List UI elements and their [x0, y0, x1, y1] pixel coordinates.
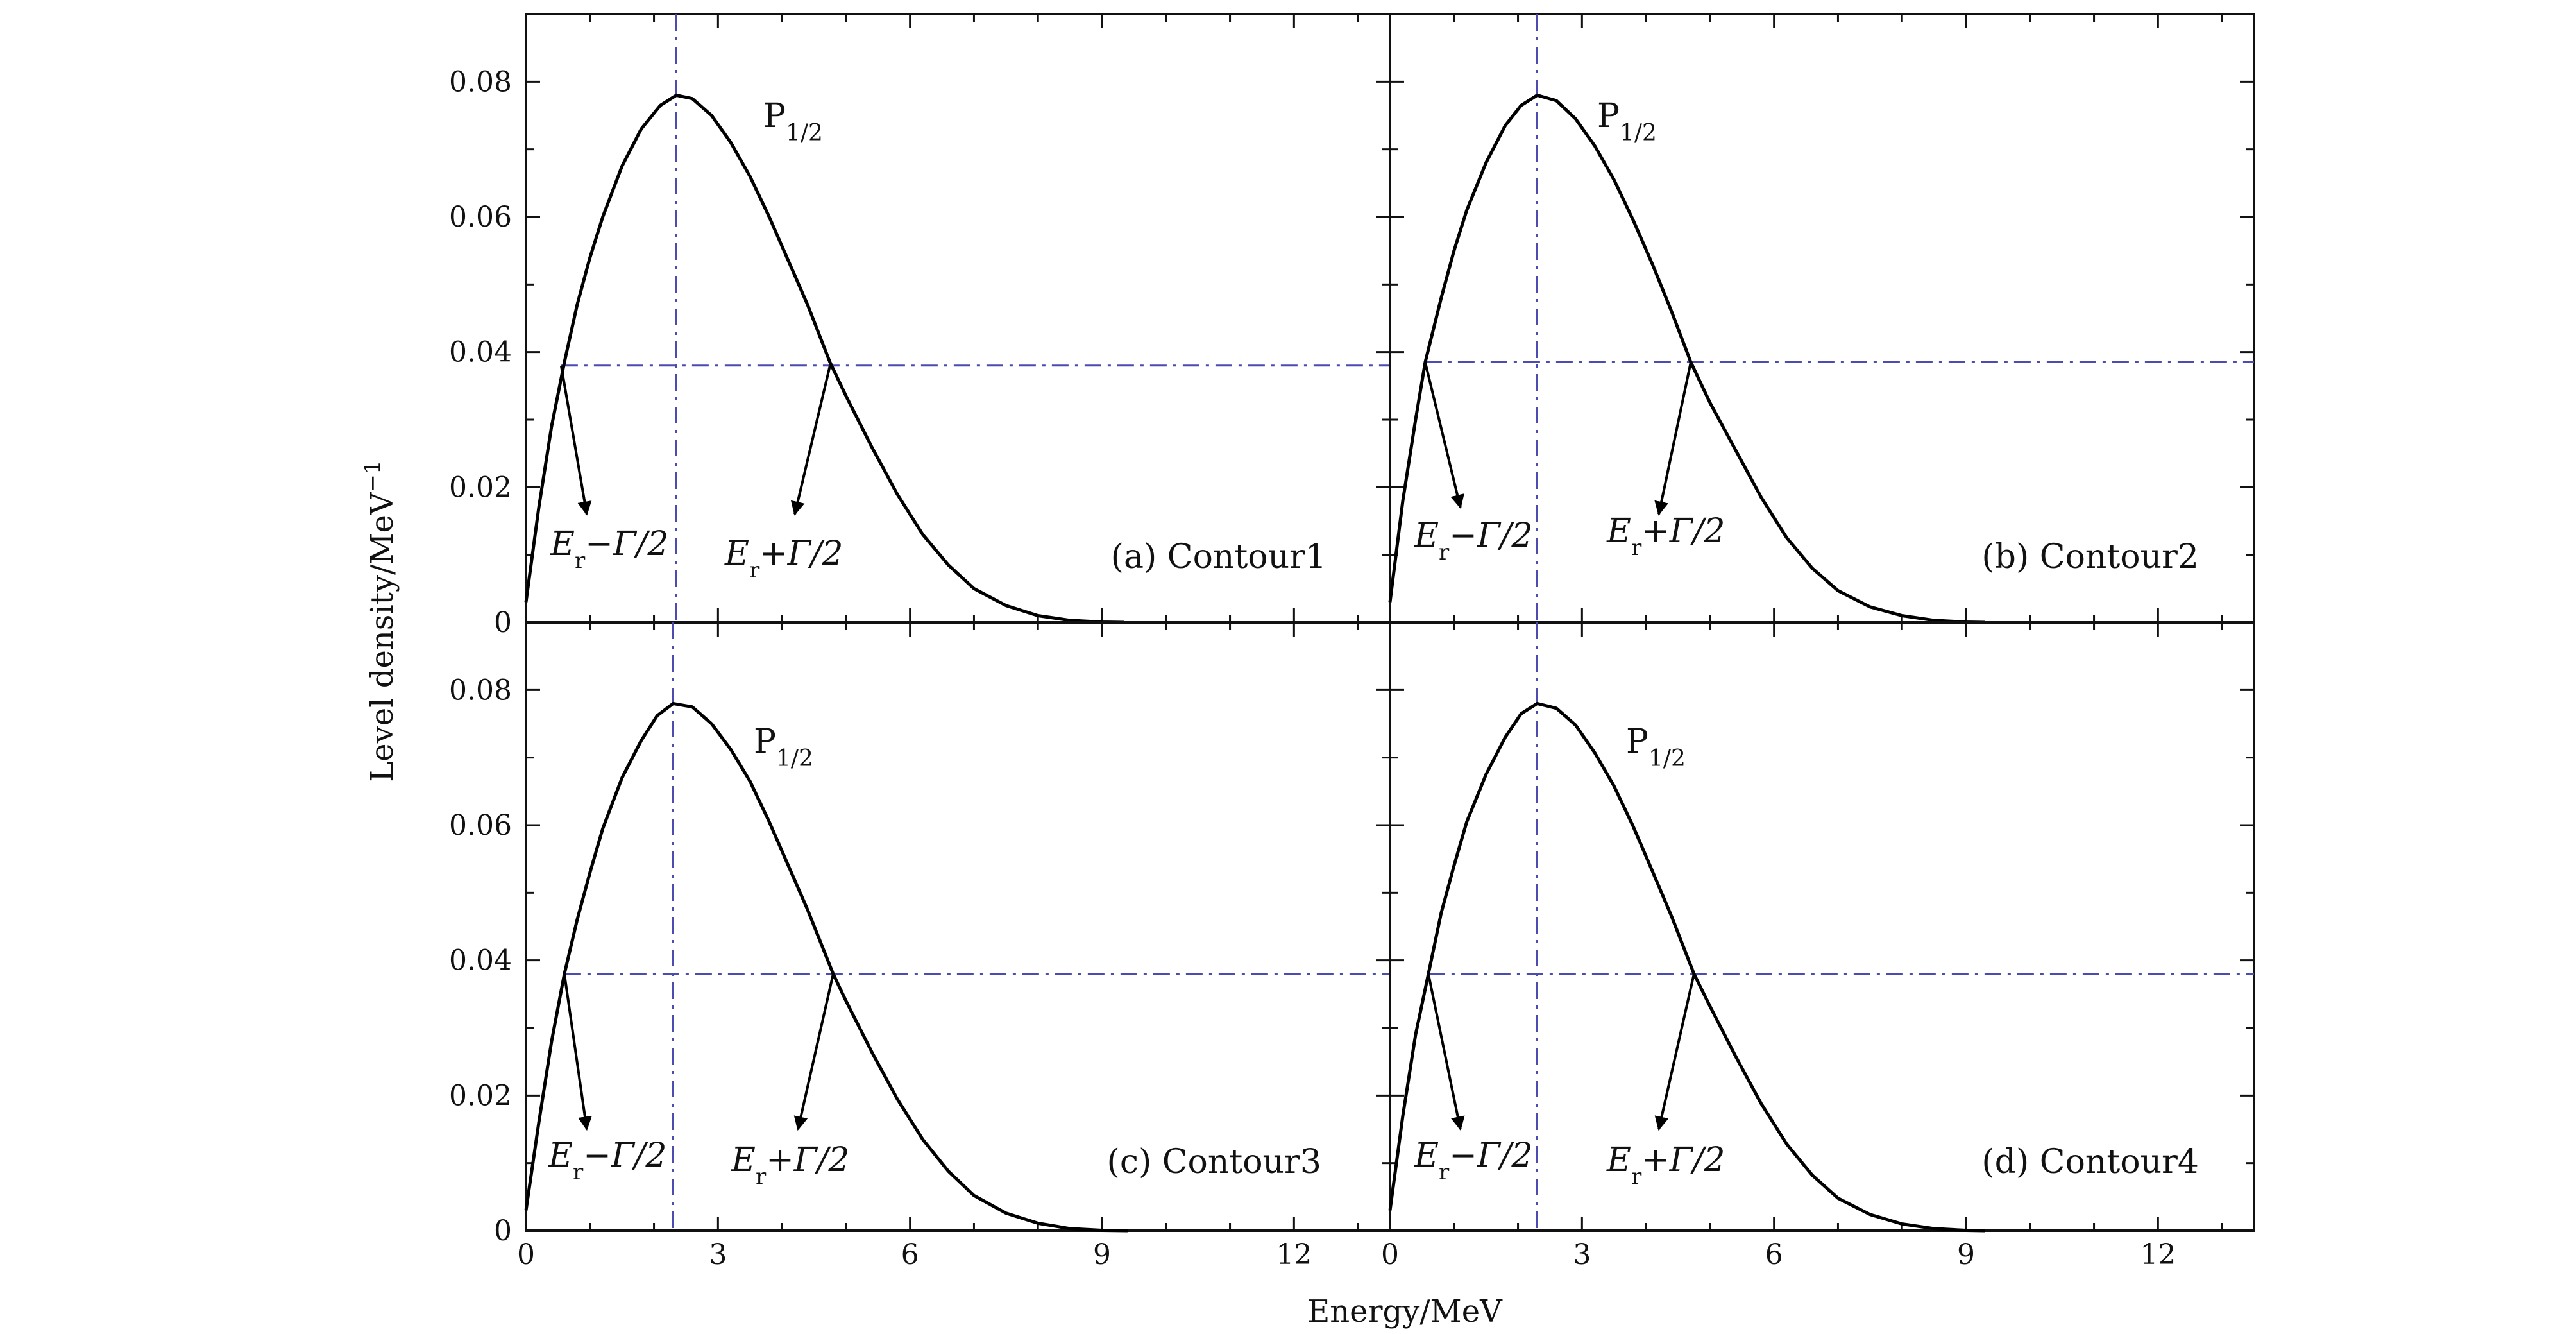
left-half-width-label-rest: −Γ/2	[1449, 517, 1532, 555]
x-tick-label: 0	[1381, 1238, 1399, 1271]
left-half-width-label-rest: −Γ/2	[1449, 1136, 1532, 1175]
right-half-width-label-e: E	[1606, 512, 1631, 551]
x-tick-label: 0	[517, 1238, 535, 1271]
right-half-width-label-rest: +Γ/2	[766, 1141, 849, 1179]
right-half-width-label-sub: r	[756, 1164, 767, 1190]
right-half-width-label-e: E	[731, 1141, 756, 1179]
x-tick-label: 6	[1765, 1238, 1783, 1271]
left-half-width-label-sub: r	[1439, 1159, 1450, 1185]
y-axis-label-base: Level density/MeV	[364, 492, 400, 782]
y-tick-label: 0.06	[449, 201, 512, 234]
x-tick-label: 9	[1957, 1238, 1975, 1271]
left-half-width-label-rest: −Γ/2	[585, 525, 668, 563]
left-half-width-label: Er−Γ/2	[1414, 517, 1533, 565]
y-tick-label: 0.02	[449, 1079, 512, 1112]
left-half-arrow	[1427, 973, 1465, 1131]
x-tick-label: 3	[709, 1238, 727, 1271]
right-half-arrow	[790, 365, 831, 516]
left-half-arrow	[1423, 361, 1464, 509]
peak-label-main: P	[754, 723, 776, 761]
peak-label-sub: 1/2	[1620, 120, 1657, 146]
level-density-curve	[1388, 93, 1985, 624]
y-axis-label-exponent: −1	[360, 460, 386, 492]
left-half-width-label-rest: −Γ/2	[583, 1136, 666, 1175]
left-half-width-label: Er−Γ/2	[550, 525, 669, 574]
right-half-width-label: Er+Γ/2	[1606, 1141, 1725, 1190]
right-half-arrow	[1654, 973, 1695, 1131]
y-tick-label: 0.08	[449, 65, 512, 98]
right-half-width-label-e: E	[724, 534, 749, 573]
right-half-width-label-sub: r	[1631, 535, 1642, 561]
right-half-width-label: Er+Γ/2	[724, 534, 843, 583]
right-half-width-label: Er+Γ/2	[731, 1141, 850, 1190]
y-tick-label: 0.08	[449, 674, 512, 706]
peak-label: P1/2	[763, 97, 823, 146]
y-axis-label: Level density/MeV−1	[360, 460, 400, 782]
left-half-width-label-e: E	[1414, 517, 1439, 555]
panel-c: 0 3 6 9 12 0 0.02 0.04 0.06 0.08 P1/2 (c) Contour3 E…	[449, 621, 1391, 1271]
right-half-width-label: Er+Γ/2	[1606, 512, 1725, 561]
right-half-width-label-rest: +Γ/2	[1641, 512, 1725, 551]
x-tick-label: 9	[1093, 1238, 1111, 1271]
y-tick-label: 0.02	[449, 471, 512, 504]
right-half-width-label-e: E	[1606, 1141, 1631, 1179]
peak-label-main: P	[1626, 723, 1648, 761]
x-tick-label: 12	[1276, 1238, 1312, 1271]
level-density-curve	[524, 701, 1128, 1233]
left-half-width-label-e: E	[550, 525, 575, 563]
level-density-curve	[524, 93, 1124, 624]
left-half-width-label-sub: r	[573, 1159, 584, 1185]
peak-label-sub: 1/2	[786, 120, 823, 146]
x-tick-label: 3	[1573, 1238, 1591, 1271]
plot-frame	[1389, 621, 2255, 1232]
peak-label-main: P	[1597, 97, 1620, 135]
panel-label: (c) Contour3	[1107, 1143, 1321, 1181]
left-half-width-label-e: E	[548, 1136, 573, 1175]
peak-label: P1/2	[754, 723, 813, 772]
right-half-width-label-rest: +Γ/2	[1641, 1141, 1725, 1179]
y-tick-label: 0.06	[449, 809, 512, 842]
y-tick-label: 0.04	[449, 945, 512, 977]
right-half-width-label-sub: r	[749, 558, 760, 583]
peak-label-sub: 1/2	[1648, 746, 1686, 772]
peak-label-sub: 1/2	[776, 746, 813, 772]
x-tick-label: 12	[2140, 1238, 2176, 1271]
x-axis-label: Energy/MeV	[1307, 1294, 1503, 1330]
right-half-arrow	[793, 973, 835, 1131]
right-half-arrow	[1654, 362, 1692, 516]
right-half-width-label-rest: +Γ/2	[759, 534, 843, 573]
peak-label: P1/2	[1626, 723, 1686, 772]
panel-label: (b) Contour2	[1981, 538, 2199, 576]
left-half-width-label-sub: r	[1439, 540, 1450, 565]
left-half-arrow	[559, 365, 592, 516]
panel-label: (d) Contour4	[1981, 1143, 2199, 1181]
y-tick-label: 0.04	[449, 336, 512, 369]
x-tick-label: 6	[901, 1238, 919, 1271]
left-half-width-label-sub: r	[575, 548, 586, 574]
left-half-width-label-e: E	[1414, 1136, 1439, 1175]
left-half-arrow	[563, 973, 592, 1131]
y-tick-label: 0	[494, 1215, 512, 1247]
panel-label: (a) Contour1	[1111, 538, 1326, 576]
y-tick-label: 0	[494, 606, 512, 639]
peak-label: P1/2	[1597, 97, 1657, 146]
left-half-width-label: Er−Γ/2	[1414, 1136, 1533, 1185]
right-half-width-label-sub: r	[1631, 1164, 1642, 1190]
level-density-curve	[1388, 701, 1985, 1233]
left-half-width-label: Er−Γ/2	[548, 1136, 667, 1185]
peak-label-main: P	[763, 97, 786, 135]
